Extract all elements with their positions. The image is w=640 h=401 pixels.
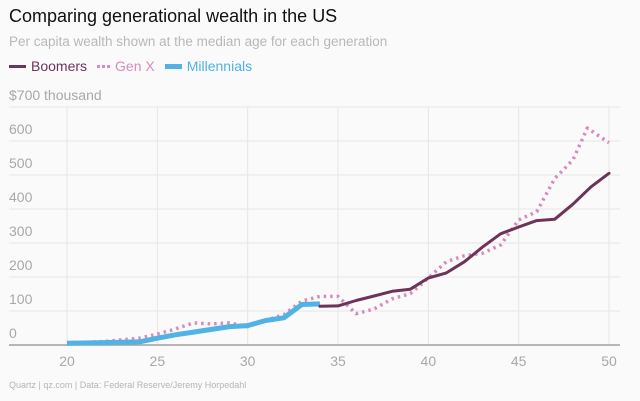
legend-label-millennials: Millennials: [186, 58, 253, 74]
legend-swatch-boomers: [9, 64, 26, 68]
series-line-gen-x: [66, 126, 610, 345]
legend-swatch-genx: [97, 64, 111, 68]
x-tick-label: 50: [601, 353, 617, 369]
x-tick-label: 25: [150, 353, 166, 369]
y-tick-label: 200: [9, 257, 33, 273]
series-line-millennials: [66, 301, 320, 346]
legend-item-genx: Gen X: [97, 58, 155, 74]
legend-label-genx: Gen X: [115, 58, 155, 74]
chart-subtitle: Per capita wealth shown at the median ag…: [9, 34, 388, 49]
x-tick-label: 35: [330, 353, 346, 369]
series-line-boomers: [318, 171, 611, 308]
legend-label-boomers: Boomers: [31, 58, 88, 74]
y-tick-label: $700 thousand: [9, 87, 102, 103]
legend-item-millennials: Millennials: [164, 58, 253, 74]
y-tick-label: 500: [9, 155, 33, 171]
y-tick-label: 600: [9, 121, 33, 137]
x-tick-label: 20: [59, 353, 75, 369]
source-footer: Quartz | qz.com | Data: Federal Reserve/…: [9, 380, 247, 390]
chart-title: Comparing generational wealth in the US: [9, 6, 338, 26]
x-tick-label: 40: [421, 353, 437, 369]
y-tick-label: 100: [9, 291, 33, 307]
legend-swatch-millennials: [164, 63, 182, 69]
x-tick-label: 30: [240, 353, 256, 369]
y-tick-label: 0: [9, 325, 17, 341]
y-tick-label: 400: [9, 189, 33, 205]
x-tick-label: 45: [511, 353, 527, 369]
y-tick-label: 300: [9, 223, 33, 239]
legend-item-boomers: Boomers: [9, 58, 87, 74]
legend: Boomers Gen X Millennials: [9, 58, 252, 74]
